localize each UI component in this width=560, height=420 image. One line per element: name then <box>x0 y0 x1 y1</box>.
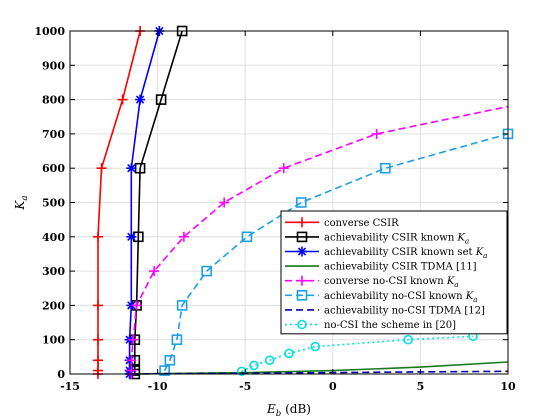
series-marker <box>176 300 188 311</box>
legend-label: no-CSI the scheme in [20] <box>324 320 456 331</box>
x-tick-label: 10 <box>500 380 516 393</box>
series-marker <box>93 355 104 366</box>
legend-label: achievability CSIR known set Ka​ <box>324 247 487 260</box>
marker-stroke <box>127 301 136 310</box>
series-marker <box>164 354 176 366</box>
marker-stroke <box>127 232 136 241</box>
y-tick-label: 300 <box>42 265 65 278</box>
series-marker <box>371 128 382 139</box>
series-marker <box>131 300 142 311</box>
legend-marker <box>296 289 308 301</box>
y-tick-label: 800 <box>42 94 65 107</box>
legend-entry: converse no-CSI known Ka​ <box>285 275 459 289</box>
series-marker <box>117 94 128 105</box>
series-marker <box>155 94 167 105</box>
legend-entry: achievability no-CSI known Ka​ <box>285 289 478 304</box>
y-tick-label: 200 <box>42 299 65 312</box>
legend-entry: achievability CSIR known set Ka​ <box>285 246 487 260</box>
y-tick-label: 900 <box>42 59 65 72</box>
legend-entry: achievability CSIR TDMA [11] <box>285 262 477 273</box>
series-marker <box>93 334 104 345</box>
y-tick-label: 400 <box>42 231 65 244</box>
legend: converse CSIR achievability CSIR known Ka… <box>280 210 508 335</box>
legend-marker <box>297 319 307 330</box>
series-marker <box>126 163 137 174</box>
y-tick-label: 700 <box>42 128 65 141</box>
x-tick-label: 0 <box>329 380 337 393</box>
series-marker <box>264 355 275 366</box>
series-marker <box>403 334 413 345</box>
series-marker <box>241 231 253 243</box>
y-tick-label: 1000 <box>34 25 65 38</box>
series-marker <box>135 94 146 105</box>
legend-label: achievability CSIR TDMA [11] <box>324 262 477 273</box>
series-marker <box>128 334 139 345</box>
series-marker <box>171 334 183 346</box>
legend-marker <box>297 217 307 228</box>
marker-stroke <box>297 247 307 256</box>
legend-marker <box>296 231 308 243</box>
marker-stroke <box>135 95 145 104</box>
series-marker <box>295 197 307 208</box>
marker-stroke <box>127 164 136 173</box>
series-marker <box>278 163 289 174</box>
legend-marker <box>297 275 307 286</box>
legend-label: achievability no-CSI known Ka​ <box>324 291 478 304</box>
legend-marker <box>297 246 307 257</box>
series-marker <box>178 231 189 242</box>
x-tick-label: -5 <box>239 380 251 393</box>
y-tick-label: 500 <box>42 197 65 210</box>
legend-label: converse CSIR <box>324 218 399 229</box>
legend-label: achievability CSIR known Ka​ <box>324 232 469 245</box>
series-line <box>241 335 474 373</box>
legend-entry: converse CSIR <box>285 217 399 229</box>
series-marker <box>219 197 230 208</box>
series-marker <box>96 163 107 174</box>
series-no-csi-the-scheme-in-20 <box>236 331 478 377</box>
legend-entry: achievability no-CSI TDMA [12] <box>285 305 485 316</box>
y-tick-label: 0 <box>57 368 65 381</box>
series-marker <box>284 348 294 359</box>
series-marker <box>159 365 170 376</box>
y-tick-label: 100 <box>42 334 65 347</box>
legend-label: achievability no-CSI TDMA [12] <box>324 305 485 316</box>
series-marker <box>126 355 137 366</box>
series-line <box>131 370 509 375</box>
x-tick-label: -15 <box>60 380 80 393</box>
series-marker <box>93 300 104 311</box>
series-achievability-no-csi-tdma-12 <box>131 370 509 375</box>
y-tick-label: 600 <box>42 162 65 175</box>
series-marker <box>93 231 104 242</box>
legend-box <box>280 210 508 335</box>
legend-entry: no-CSI the scheme in [20] <box>285 319 456 331</box>
axis-ticks: -15 -10 -5 0 5 100100200300400500600700800900… <box>34 25 516 393</box>
x-tick-label: -10 <box>148 380 168 393</box>
x-axis-label: Eb​ (dB) <box>266 402 311 419</box>
series-marker <box>249 360 259 371</box>
x-tick-label: 5 <box>417 380 425 393</box>
series-line <box>163 133 509 371</box>
series-marker <box>310 341 321 352</box>
series-marker <box>201 265 212 277</box>
y-axis-label: Ka​ <box>13 195 30 210</box>
legend-entry: achievability CSIR known Ka​ <box>285 231 469 245</box>
legend-label: converse no-CSI known Ka​ <box>324 276 459 289</box>
series-marker <box>149 266 160 277</box>
series-marker <box>380 162 391 174</box>
series-marker <box>126 231 137 242</box>
